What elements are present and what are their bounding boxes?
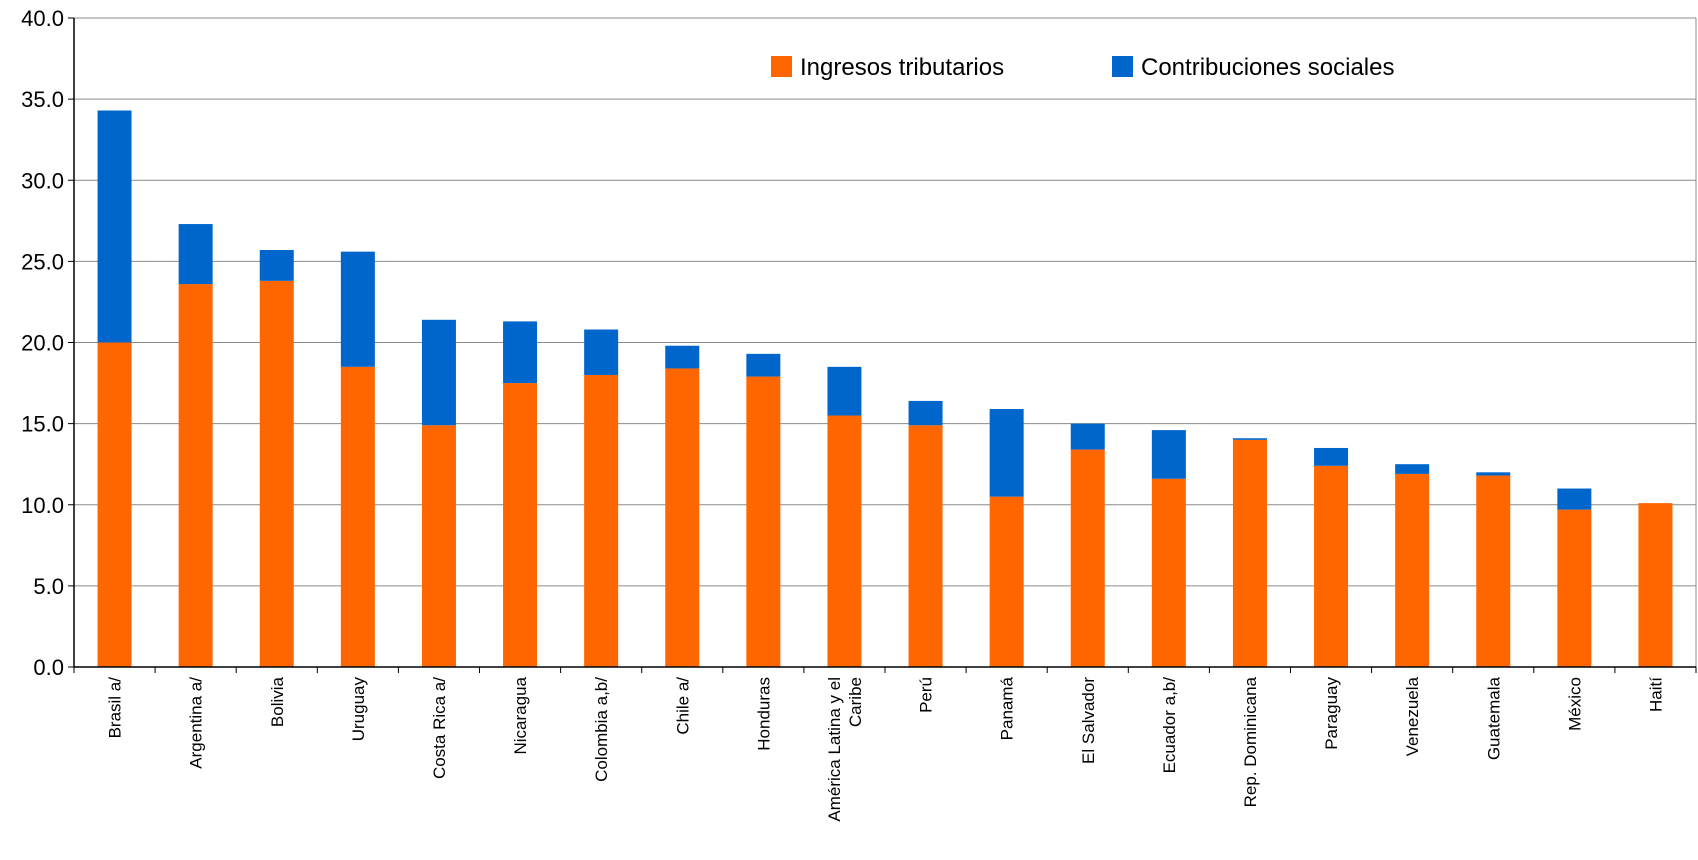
x-axis-ticks: Brasil a/Argentina a/Bolivia Uruguay Costa… [73,667,1697,822]
x-tick-label: Paraguay [1322,677,1341,750]
x-tick-label: Costa Rica a/ [430,677,449,779]
bar-segment-ingresos-tributarios [827,415,862,667]
bar-segment-ingresos-tributarios [1232,439,1267,667]
x-tick-label: Perú [917,677,936,713]
bar-segment-contribuciones-sociales [584,329,619,375]
bar-segment-ingresos-tributarios [1070,449,1105,667]
bar-segment-ingresos-tributarios [178,284,213,667]
y-tick-label: 15.0 [21,412,64,437]
legend: Ingresos tributarios Contribuciones socia… [771,54,1394,81]
bar-segment-ingresos-tributarios [584,374,619,667]
legend-label: Contribuciones sociales [1141,54,1394,81]
y-tick-label: 35.0 [21,87,64,112]
y-tick-label: 0.0 [33,655,64,680]
x-tick-label: América Latina y el [825,677,844,822]
bars [97,110,1673,667]
legend-label: Ingresos tributarios [800,54,1004,81]
bar-segment-contribuciones-sociales [1314,447,1349,466]
x-tick-label: Caribe [846,677,865,727]
y-tick-label: 25.0 [21,249,64,274]
bar-segment-contribuciones-sociales [746,353,781,377]
y-tick-label: 40.0 [21,6,64,31]
x-tick-label: El Salvador [1079,677,1098,764]
x-tick-label: Panamá [998,676,1017,740]
y-tick-label: 5.0 [33,574,64,599]
y-tick-label: 10.0 [21,493,64,518]
bar-segment-contribuciones-sociales [1151,430,1186,479]
legend-swatch [771,56,792,77]
bar-segment-ingresos-tributarios [908,425,943,667]
x-tick-label: México [1565,677,1584,731]
bar-segment-ingresos-tributarios [503,383,538,667]
bar-segment-ingresos-tributarios [989,496,1024,667]
bar-segment-ingresos-tributarios [1314,465,1349,667]
legend-swatch [1112,56,1133,77]
bar-segment-ingresos-tributarios [1557,509,1592,667]
x-tick-label: Rep. Dominicana [1241,676,1260,807]
bar-segment-ingresos-tributarios [1476,475,1511,667]
bar-segment-ingresos-tributarios [259,280,294,667]
x-tick-label: Haití [1646,677,1665,712]
x-tick-label: Honduras [754,677,773,751]
bar-segment-ingresos-tributarios [421,425,456,667]
bar-segment-ingresos-tributarios [1395,473,1430,667]
bar-segment-ingresos-tributarios [1638,503,1673,667]
x-tick-label: Colombia a,b/ [592,677,611,782]
bar-segment-contribuciones-sociales [1395,464,1430,474]
bar-segment-contribuciones-sociales [827,366,862,416]
bar-segment-ingresos-tributarios [97,342,132,667]
bar-segment-contribuciones-sociales [665,345,700,369]
x-tick-label: Nicaragua [511,676,530,754]
x-tick-label: Guatemala [1484,676,1503,760]
x-tick-label: Chile a/ [673,677,692,735]
bar-segment-contribuciones-sociales [421,319,456,426]
x-tick-label: Uruguay [349,677,368,742]
bar-segment-contribuciones-sociales [503,321,538,384]
x-tick-label: Venezuela [1403,676,1422,756]
bar-segment-ingresos-tributarios [340,366,375,667]
bar-segment-contribuciones-sociales [178,224,213,285]
x-tick-label: Argentina a/ [187,677,206,769]
x-tick-label: Ecuador a,b/ [1160,677,1179,774]
bar-segment-contribuciones-sociales [1557,488,1592,510]
y-tick-label: 20.0 [21,331,64,356]
y-axis-ticks: 0.0 5.0 10.0 15.0 20.0 25.0 30.0 35.0 40.0 [21,6,74,680]
bar-segment-ingresos-tributarios [746,376,781,667]
bar-segment-ingresos-tributarios [665,368,700,667]
bar-segment-contribuciones-sociales [259,250,294,281]
bar-segment-contribuciones-sociales [989,409,1024,497]
bar-segment-contribuciones-sociales [1476,472,1511,476]
x-tick-label: Brasil a/ [106,677,125,739]
gridlines [74,17,1696,587]
bar-segment-contribuciones-sociales [340,251,375,367]
bar-segment-contribuciones-sociales [1070,423,1105,450]
bar-segment-contribuciones-sociales [1232,438,1267,440]
bar-segment-contribuciones-sociales [908,400,943,426]
bar-segment-ingresos-tributarios [1151,478,1186,667]
y-tick-label: 30.0 [21,168,64,193]
bar-segment-contribuciones-sociales [97,110,132,343]
x-tick-label: Bolivia [268,676,287,727]
